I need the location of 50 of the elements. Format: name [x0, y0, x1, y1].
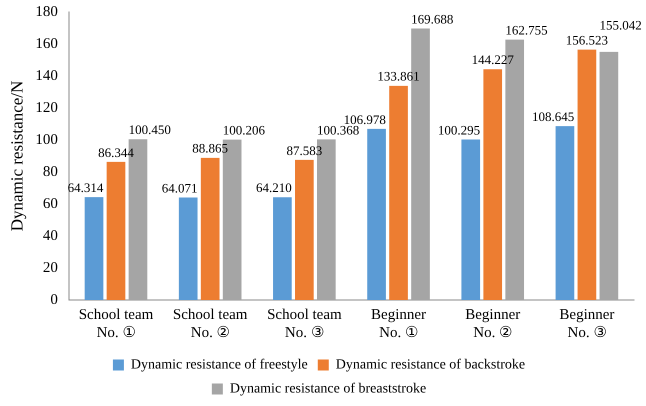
y-tick-label: 100: [35, 132, 58, 148]
bar: [200, 158, 220, 300]
y-tick-label: 140: [35, 68, 58, 84]
data-label: 133.861: [377, 68, 420, 84]
bar: [600, 52, 618, 300]
data-label: 88.865: [192, 140, 228, 156]
data-label: 162.755: [505, 22, 548, 38]
y-tick-label: 0: [50, 292, 58, 308]
data-label: 64.314: [68, 180, 104, 196]
legend-label: Dynamic resistance of backstroke: [336, 358, 526, 373]
data-label: 169.688: [411, 11, 454, 26]
y-tick-label: 60: [42, 196, 58, 212]
y-tick-label: 40: [42, 228, 58, 244]
data-label: 64.210: [256, 180, 292, 196]
data-label: 86.344: [98, 144, 134, 160]
y-tick-label: 20: [42, 260, 58, 276]
bar: [106, 162, 126, 300]
data-label: 108.645: [532, 109, 574, 124]
data-label: 100.206: [222, 122, 266, 138]
bar: [578, 50, 596, 300]
bar: [556, 126, 574, 300]
x-tick-label: Beginner No. ③: [559, 306, 614, 341]
y-tick-label: 180: [35, 4, 58, 20]
x-tick-label: School team No. ①: [78, 306, 154, 341]
legend-label: Dynamic resistance of breaststroke: [230, 382, 426, 397]
data-label: 100.450: [128, 122, 171, 138]
data-label: 144.227: [472, 52, 514, 68]
y-tick-label: 160: [35, 36, 58, 52]
data-label: 100.295: [438, 122, 480, 138]
bar: [178, 197, 198, 300]
bar: [273, 197, 292, 300]
y-tick-label: 80: [42, 164, 58, 180]
data-label: 155.042: [600, 17, 642, 32]
data-label: 106.978: [344, 112, 386, 127]
bar: [367, 128, 386, 300]
x-tick-label: Beginner No. ②: [465, 306, 520, 341]
x-tick-label: Beginner No. ①: [371, 306, 426, 341]
x-tick-label: School team No. ②: [172, 306, 248, 341]
data-label: 87.583: [286, 142, 322, 158]
bar: [389, 86, 408, 300]
bar: [84, 197, 104, 300]
legend-label: Dynamic resistance of freestyle: [130, 358, 308, 373]
data-label: 156.523: [566, 32, 608, 48]
bar: [483, 69, 502, 300]
bar: [461, 140, 480, 300]
y-tick-label: 120: [35, 100, 58, 116]
bar: [295, 160, 314, 300]
x-tick-label: School team No. ③: [267, 306, 342, 341]
data-label: 64.071: [162, 180, 198, 196]
y-axis-title: Dynamic resistance/N: [8, 80, 27, 232]
